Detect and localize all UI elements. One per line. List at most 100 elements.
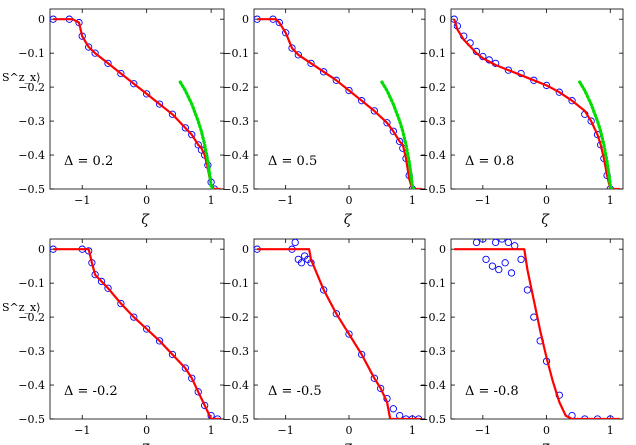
data-point-circle (389, 405, 397, 413)
theory-curve-solid (53, 248, 221, 419)
y-tick-label: −0.2 (419, 81, 446, 94)
data-point-circle (210, 185, 218, 189)
data-point-circle (358, 97, 366, 105)
asymptotic-curve-dotted (178, 80, 214, 189)
data-point-circle (181, 124, 189, 132)
y-tick-label: −0.5 (419, 183, 446, 196)
x-tick-label: −1 (475, 194, 491, 207)
x-tick-label: −1 (74, 194, 90, 207)
y-tick-label: −0.2 (222, 81, 249, 94)
data-point-circle (320, 68, 328, 76)
y-tick-label: −0.1 (18, 47, 45, 60)
data-point-circle (130, 80, 138, 88)
plot-frame (49, 8, 225, 190)
x-axis-label: ζ (541, 212, 550, 228)
data-point-circle (504, 239, 512, 247)
data-point-circle (104, 59, 112, 67)
delta-annotation: Δ = -0.2 (64, 384, 118, 399)
y-tick-label: 0 (242, 13, 249, 26)
x-tick-label: 1 (409, 424, 416, 437)
delta-annotation: Δ = 0.2 (64, 154, 113, 169)
data-point-circle (85, 247, 93, 255)
data-point-circle (495, 265, 503, 274)
data-point-circle (288, 44, 296, 52)
x-axis-label: ζ (344, 442, 353, 445)
y-tick-label: 0 (242, 243, 249, 256)
y-tick-label: −0.4 (18, 149, 45, 162)
data-point-circle (511, 242, 519, 250)
y-tick-label: −0.5 (222, 413, 249, 426)
data-point-circle (194, 388, 202, 396)
data-point-circle (91, 49, 99, 57)
data-point-circle (275, 18, 283, 27)
y-tick-label: −0.4 (222, 149, 249, 162)
theory-curve-solid (453, 18, 620, 189)
x-tick-label: −1 (475, 424, 491, 437)
plot-frame (450, 238, 624, 420)
data-point-circle (155, 100, 164, 108)
x-tick-label: −1 (74, 424, 90, 437)
data-point-circle (487, 239, 491, 240)
y-tick-label: −0.2 (18, 311, 45, 324)
y-tick-label: −0.1 (222, 47, 249, 60)
x-tick-label: −1 (278, 194, 294, 207)
data-point-circle (523, 286, 532, 294)
delta-annotation: Δ = -0.8 (465, 384, 519, 399)
data-point-circle (168, 350, 177, 359)
data-point-circle (117, 69, 125, 78)
y-tick-label: −0.2 (18, 81, 45, 94)
theory-curve-solid (257, 18, 422, 189)
y-tick-label: −0.3 (419, 345, 446, 358)
x-tick-label: 0 (543, 424, 550, 437)
delta-annotation: Δ = -0.5 (268, 384, 322, 399)
data-point-circle (555, 88, 563, 96)
data-point-circle (307, 59, 315, 67)
asymptotic-curve-dotted (380, 80, 416, 189)
delta-annotation: Δ = 0.8 (465, 154, 514, 169)
data-point-circle (201, 401, 209, 410)
data-point-circle (188, 131, 196, 139)
y-tick-label: −0.1 (419, 277, 446, 290)
data-point-circle (507, 269, 516, 277)
data-point-circle (479, 239, 487, 243)
y-tick-label: −0.2 (419, 311, 446, 324)
data-point-circle (143, 90, 151, 98)
y-tick-label: −0.3 (18, 345, 45, 358)
y-tick-label: 0 (439, 243, 446, 256)
data-point-circle (168, 110, 177, 118)
y-tick-label: −0.4 (222, 379, 249, 392)
data-point-circle (482, 255, 490, 264)
data-point-circle (194, 141, 202, 149)
data-point-circle (117, 299, 125, 308)
data-point-circle (498, 239, 506, 243)
x-tick-label: 0 (143, 424, 150, 437)
data-point-circle (396, 411, 404, 419)
data-point-circle (358, 350, 366, 359)
y-tick-label: −0.4 (18, 379, 45, 392)
y-tick-label: −0.4 (419, 149, 446, 162)
x-tick-label: 0 (346, 424, 353, 437)
asymptotic-curve-dotted (578, 80, 614, 189)
x-tick-label: 0 (543, 194, 550, 207)
y-tick-label: −0.5 (222, 183, 249, 196)
y-tick-label: −0.3 (419, 115, 446, 128)
y-tick-label: −0.4 (419, 379, 446, 392)
chart-panel-3: −1 0 1 0 −0.1 −0.2 −0.3 −0.4 −0.5 Δ = 0.8 ζ (419, 8, 624, 228)
data-point-circle (130, 313, 138, 321)
data-point-circle (472, 47, 481, 56)
y-tick-label: −0.5 (18, 413, 45, 426)
data-point-circle (370, 107, 378, 115)
y-tick-label: −0.5 (18, 183, 45, 196)
x-tick-label: 0 (346, 194, 353, 207)
y-tick-label: −0.3 (222, 115, 249, 128)
data-point-circle (542, 81, 551, 90)
plot-frame (253, 8, 426, 190)
chart-panel-1: −1 0 1 0 −0.1 −0.2 −0.3 −0.4 −0.5 Δ = 0.2 ζ S^z_x⟩ (2, 8, 225, 228)
y-axis-label: S^z_x⟩ (2, 301, 41, 314)
data-point-circle (104, 284, 112, 292)
data-point-circle (488, 262, 497, 270)
y-tick-label: −0.1 (18, 277, 45, 290)
theory-curve-solid (454, 248, 620, 419)
theory-curve-solid (257, 248, 422, 419)
